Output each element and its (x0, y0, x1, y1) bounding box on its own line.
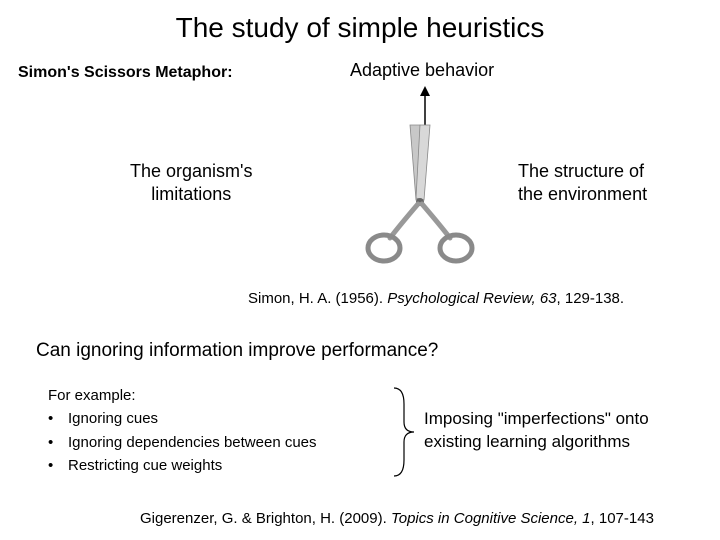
metaphor-label: Simon's Scissors Metaphor: (18, 64, 233, 82)
example-list: Ignoring cues Ignoring dependencies betw… (48, 407, 317, 477)
imposing-text: Imposing "imperfections" onto existing l… (424, 408, 649, 454)
citation-gg-journal: Topics in Cognitive Science (391, 510, 574, 527)
list-item: Ignoring cues (48, 407, 317, 430)
environment-line2: the environment (518, 184, 647, 204)
organism-line1: The organism's (130, 161, 252, 181)
list-item: Restricting cue weights (48, 454, 317, 477)
scissors-icon (350, 120, 490, 270)
organism-label: The organism's limitations (130, 160, 252, 205)
list-item: Ignoring dependencies between cues (48, 431, 317, 454)
imposing-line1: Imposing "imperfections" onto (424, 409, 649, 428)
imposing-line2: existing learning algorithms (424, 432, 630, 451)
citation-gg-vol: , 1 (574, 510, 591, 527)
slide-title: The study of simple heuristics (0, 0, 720, 44)
curly-brace-icon (388, 386, 416, 478)
example-header: For example: (48, 384, 317, 407)
adaptive-behavior-label: Adaptive behavior (350, 60, 494, 81)
example-block: For example: Ignoring cues Ignoring depe… (48, 384, 317, 477)
citation-gg-pages: , 107-143 (591, 510, 654, 527)
question-text: Can ignoring information improve perform… (36, 340, 438, 362)
citation-simon: Simon, H. A. (1956). Psychological Revie… (248, 290, 624, 307)
organism-line2: limitations (151, 184, 231, 204)
citation-simon-journal: Psychological Review (387, 290, 531, 307)
citation-simon-author: Simon, H. A. (1956). (248, 290, 387, 307)
citation-gigerenzer: Gigerenzer, G. & Brighton, H. (2009). To… (140, 510, 654, 527)
environment-label: The structure of the environment (518, 160, 647, 205)
environment-line1: The structure of (518, 161, 644, 181)
citation-simon-pages: , 129-138. (557, 290, 625, 307)
citation-simon-vol: , 63 (531, 290, 556, 307)
citation-gg-author: Gigerenzer, G. & Brighton, H. (2009). (140, 510, 391, 527)
